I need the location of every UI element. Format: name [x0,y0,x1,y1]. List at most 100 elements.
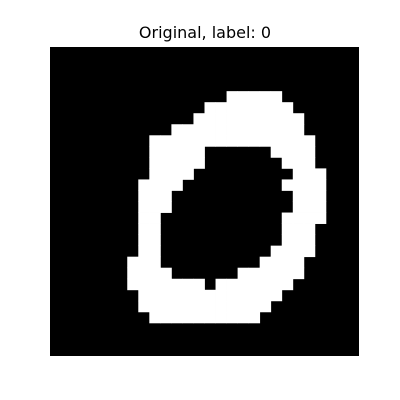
digit-pixel [149,245,161,258]
digit-pixel [215,135,227,147]
digit-pixel [149,234,161,247]
digit-pixel [259,300,272,313]
digit-pixel [237,113,250,125]
digit-pixel [292,113,305,125]
digit-pixel [138,201,150,213]
digit-pixel [149,157,161,169]
digit-pixel [292,190,305,202]
digit-pixel [259,91,272,103]
digit-pixel [193,113,205,125]
digit-pixel [171,289,183,302]
digit-pixel [215,289,227,302]
digit-pixel [226,278,239,291]
digit-pixel [182,289,194,302]
digit-pixel [292,179,305,191]
image-title: Original, label: 0 [138,23,272,42]
digit-pixel [237,278,250,291]
digit-pixel [259,135,272,147]
digit-pixel [237,124,250,136]
digit-pixel [138,300,150,313]
digit-pixel [292,201,305,213]
digit-pixel [314,201,327,213]
digit-pixel [160,179,172,191]
digit-pixel [215,300,227,313]
digit-pixel [259,267,272,280]
digit-pixel [149,267,161,280]
digit-pixel [259,256,272,269]
digit-pixel [127,267,139,280]
digit-pixel [160,311,172,324]
digit-pixel [314,179,327,191]
digit-pixel [171,146,183,158]
digit-pixel [292,267,305,280]
digit-pixel [149,168,161,180]
digit-pixel [160,190,172,202]
digit-pixel [303,223,316,236]
digit-pixel [127,278,139,291]
digit-pixel [182,146,194,158]
digit-pixel [292,212,305,224]
digit-pixel [292,135,305,147]
digit-pixel [138,267,150,280]
digit-pixel [248,124,261,136]
digit-pixel [270,267,283,280]
digit-pixel [226,289,239,302]
digit-pixel [281,102,294,114]
digit-pixel [149,201,161,213]
digit-pixel [160,267,172,280]
digit-pixel [281,212,294,224]
digit-pixel [303,245,316,258]
digit-pixel [193,146,205,158]
digit-pixel [160,289,172,302]
digit-pixel [237,267,250,280]
digit-pixel [292,245,305,258]
digit-pixel [226,102,239,114]
digit-pixel [259,113,272,125]
digit-pixel-grid [50,47,359,356]
digit-pixel [292,223,305,236]
digit-pixel [149,300,161,313]
digit-pixel [215,113,227,125]
digit-pixel [248,289,261,302]
digit-pixel [204,135,216,147]
digit-pixel [127,256,139,269]
digit-pixel [160,201,172,213]
digit-pixel [248,102,261,114]
digit-pixel [270,135,283,147]
digit-pixel [314,212,327,224]
digit-pixel [270,289,283,302]
digit-pixel [204,300,216,313]
digit-pixel [215,311,227,324]
digit-pixel [226,124,239,136]
digit-pixel [193,135,205,147]
digit-pixel [281,157,294,169]
digit-pixel [237,135,250,147]
digit-pixel [182,311,194,324]
digit-pixel [237,289,250,302]
digit-pixel [259,102,272,114]
digit-pixel [193,157,205,169]
digit-pixel [281,179,294,191]
digit-pixel [248,135,261,147]
digit-pixel [281,278,294,291]
digit-pixel [226,135,239,147]
digit-pixel [259,289,272,302]
digit-pixel [138,289,150,302]
digit-pixel [237,91,250,103]
digit-pixel [193,300,205,313]
digit-pixel [193,311,205,324]
digit-pixel [237,102,250,114]
digit-pixel [248,311,261,324]
digit-pixel [182,157,194,169]
digit-pixel [182,300,194,313]
digit-pixel [149,223,161,236]
digit-pixel [281,234,294,247]
digit-pixel [138,245,150,258]
digit-pixel [303,234,316,247]
digit-pixel [248,278,261,291]
digit-pixel [303,168,316,180]
digit-pixel [171,124,183,136]
digit-pixel [237,300,250,313]
digit-pixel [314,168,327,180]
